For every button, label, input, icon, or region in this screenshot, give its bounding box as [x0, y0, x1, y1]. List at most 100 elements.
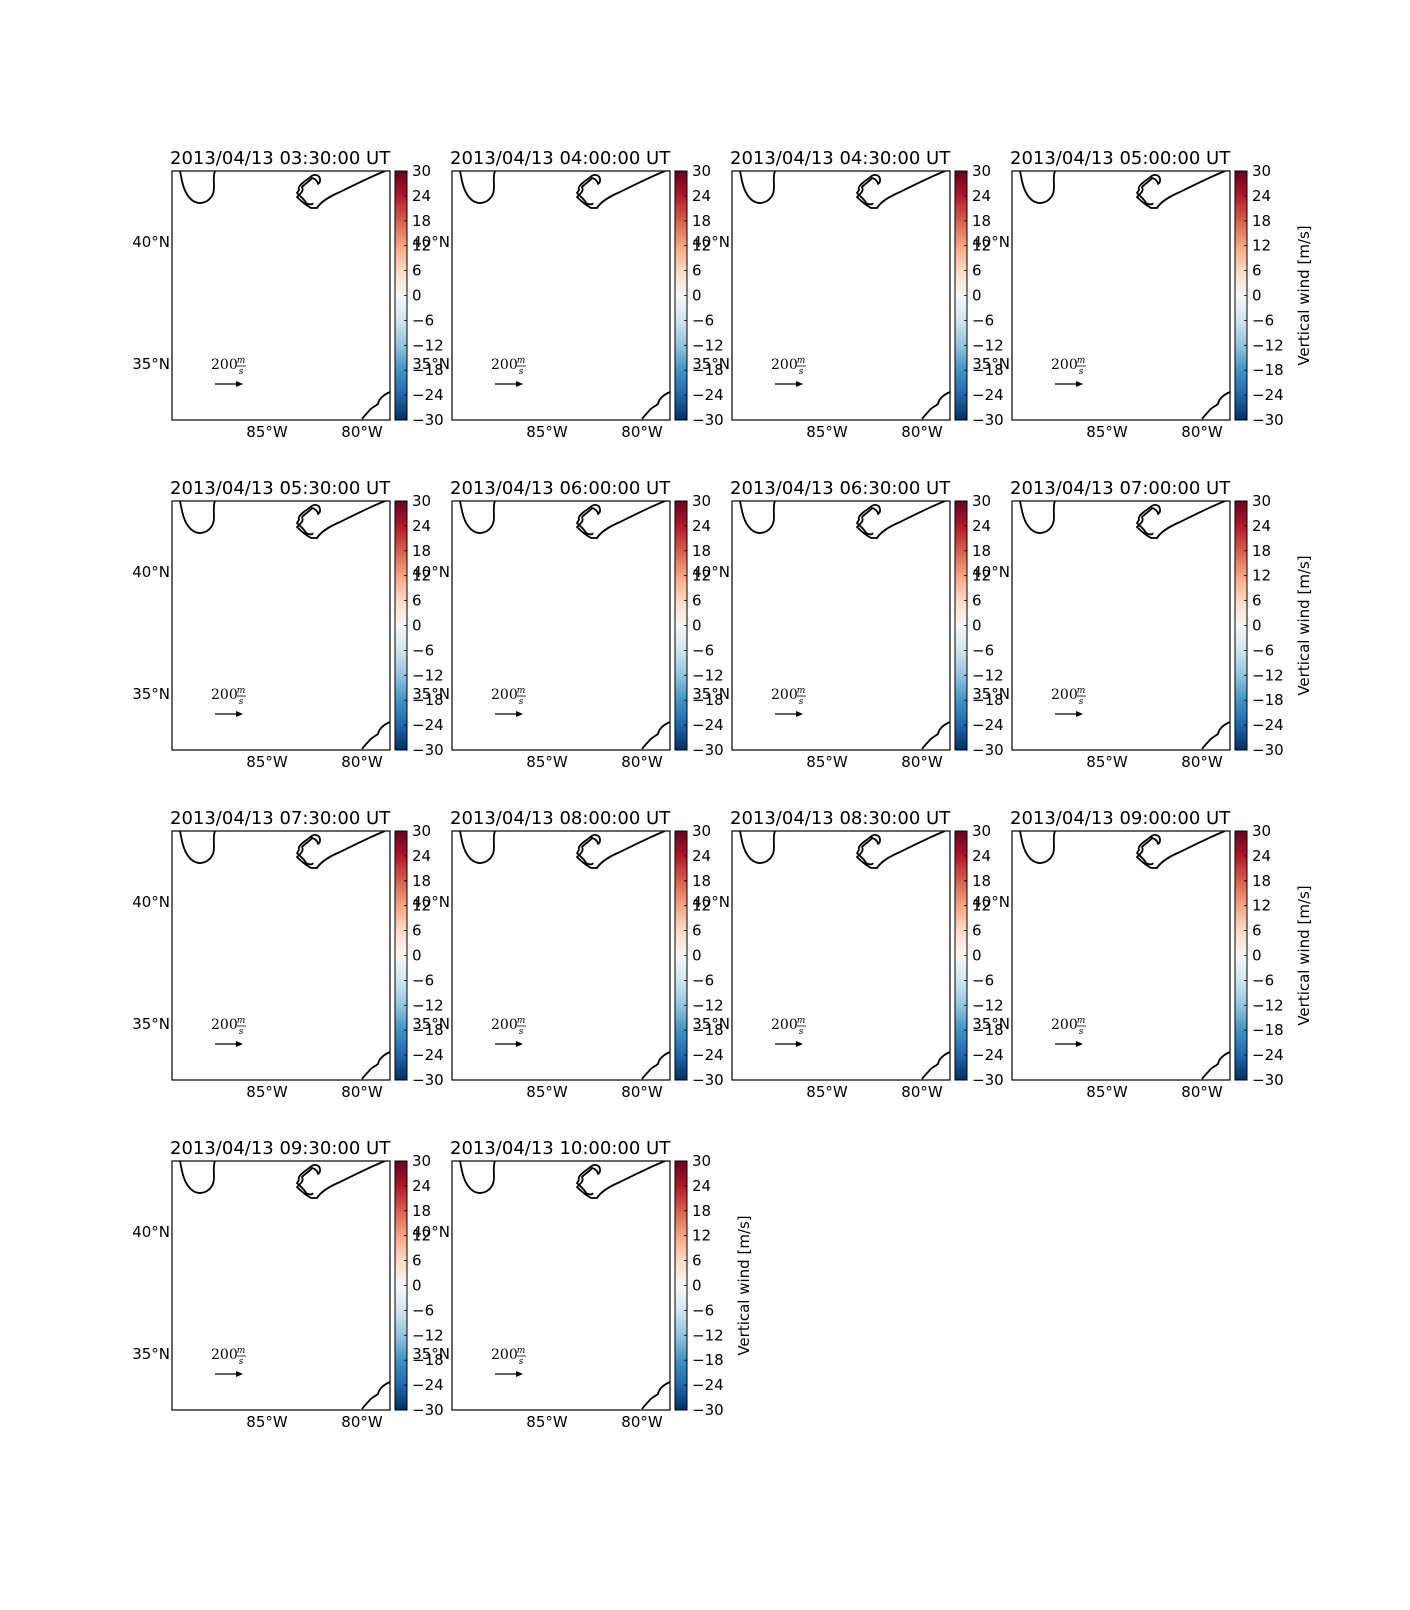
coastline-atlantic — [361, 1381, 390, 1410]
colorbar-tick-label: 30 — [692, 492, 711, 510]
quiver-key-arrowhead — [796, 1041, 803, 1047]
coastlines — [179, 501, 390, 750]
colorbar-tick-label: 12 — [412, 897, 431, 915]
lon-label: 80°W — [341, 1083, 383, 1101]
quiver-key-unit-den: s — [1079, 367, 1084, 377]
lon-label: 85°W — [806, 1083, 848, 1101]
quiver-key-arrowhead — [516, 1371, 523, 1377]
colorbar-tick-label: −12 — [692, 1326, 724, 1344]
lat-label: 40°N — [692, 893, 730, 911]
lon-label: 85°W — [246, 753, 288, 771]
colorbar-tick-label: 12 — [412, 237, 431, 255]
colorbar-tick-label: 24 — [972, 517, 991, 535]
panel-title: 2013/04/13 04:00:00 UT — [450, 148, 671, 169]
map-frame — [171, 1160, 391, 1411]
map-panel: 2013/04/13 07:00:00 UT 40°N 35°N 85°W 80°W 20… — [972, 478, 1313, 771]
map-frame — [171, 170, 391, 421]
colorbar-tick-label: −6 — [972, 641, 994, 659]
lon-label: 80°W — [621, 1083, 663, 1101]
lon-label: 80°W — [341, 1413, 383, 1431]
lat-label: 35°N — [972, 355, 1010, 373]
colorbar-tick-label: −30 — [692, 1401, 724, 1419]
colorbar-tick-label: −18 — [692, 691, 724, 709]
coastline-lake-erie — [296, 501, 386, 539]
coastline-lake-erie — [296, 831, 386, 869]
colorbar-tick-label: −24 — [972, 1046, 1004, 1064]
colorbar-tick-label: −12 — [412, 336, 444, 354]
coastline-lake-erie — [856, 501, 946, 539]
quiver-key-unit-num: m — [797, 686, 806, 696]
colorbar-tick-label: −18 — [972, 1021, 1004, 1039]
coastline-atlantic — [641, 1051, 670, 1080]
colorbar-tick-label: 18 — [972, 542, 991, 560]
colorbar-tick-label: 12 — [972, 237, 991, 255]
colorbar-tick-label: −24 — [1252, 716, 1284, 734]
colorbar-tick-label: 24 — [412, 517, 431, 535]
colorbar-tick-label: 18 — [412, 1202, 431, 1220]
map-frame — [451, 170, 671, 421]
quiver-key-value: 200 — [211, 357, 238, 373]
lon-label: 80°W — [901, 753, 943, 771]
coastline-atlantic — [921, 721, 950, 750]
lat-label: 40°N — [412, 1223, 450, 1241]
coastline-lake-michigan — [179, 501, 216, 534]
colorbar-tick-label: −18 — [692, 1021, 724, 1039]
lon-label: 85°W — [1086, 1083, 1128, 1101]
colorbar-tick-label: −18 — [692, 1351, 724, 1369]
panel-title: 2013/04/13 09:30:00 UT — [170, 1138, 391, 1159]
colorbar-tick-label: 18 — [692, 1202, 711, 1220]
lon-label: 80°W — [901, 1083, 943, 1101]
map-panel: 2013/04/13 09:30:00 UT 40°N 35°N 85°W 80°W 20… — [132, 1138, 473, 1431]
coastline-lake-erie — [576, 501, 666, 539]
coastline-atlantic — [361, 391, 390, 420]
colorbar-tick-label: 24 — [692, 1177, 711, 1195]
lat-label: 35°N — [692, 355, 730, 373]
panel-title: 2013/04/13 08:00:00 UT — [450, 808, 671, 829]
coastline-lake-michigan — [739, 501, 776, 534]
colorbar-tick-label: 30 — [692, 1152, 711, 1170]
colorbar-tick-label: 30 — [1252, 492, 1271, 510]
quiver-key-unit-den: s — [799, 367, 804, 377]
colorbar-tick-label: 0 — [692, 1277, 702, 1295]
colorbar-tick-label: −30 — [1252, 741, 1284, 759]
colorbar-tick-label: −12 — [692, 666, 724, 684]
colorbar-tick-label: 12 — [692, 237, 711, 255]
quiver-key-value: 200 — [771, 357, 798, 373]
panel-title: 2013/04/13 04:30:00 UT — [730, 148, 951, 169]
colorbar-tick-label: −24 — [972, 716, 1004, 734]
panel-title: 2013/04/13 06:00:00 UT — [450, 478, 671, 499]
quiver-key-arrowhead — [516, 1041, 523, 1047]
coastline-lake-michigan — [459, 1161, 496, 1194]
quiver-key-arrowhead — [236, 711, 243, 717]
colorbar-tick-label: −18 — [1252, 691, 1284, 709]
colorbar-tick-label: 30 — [972, 492, 991, 510]
quiver-key-unit-num: m — [797, 356, 806, 366]
colorbar-tick-label: −6 — [412, 1301, 434, 1319]
colorbar-tick-label: 24 — [692, 847, 711, 865]
lon-label: 85°W — [526, 1413, 568, 1431]
coastline-lake-erie — [296, 171, 386, 209]
colorbar-tick-label: 12 — [692, 567, 711, 585]
quiver-key-unit-num: m — [237, 1346, 246, 1356]
colorbar-tick-label: −12 — [972, 666, 1004, 684]
colorbar-tick-label: 24 — [692, 187, 711, 205]
map-frame — [171, 830, 391, 1081]
lat-label: 35°N — [412, 1015, 450, 1033]
colorbar-tick-label: 6 — [412, 592, 422, 610]
colorbar-tick-label: 18 — [692, 872, 711, 890]
lat-label: 40°N — [972, 563, 1010, 581]
coastlines — [739, 501, 950, 750]
map-panel: 2013/04/13 10:00:00 UT 40°N 35°N 85°W 80°W 20… — [412, 1138, 753, 1431]
quiver-key-unit-den: s — [239, 367, 244, 377]
colorbar-tick-label: 0 — [692, 287, 702, 305]
colorbar-tick-label: 6 — [412, 262, 422, 280]
colorbar-tick-label: 18 — [692, 212, 711, 230]
colorbar-tick-label: 30 — [692, 162, 711, 180]
colorbar-tick-label: 6 — [692, 922, 702, 940]
lat-label: 35°N — [692, 685, 730, 703]
coastlines — [179, 831, 390, 1080]
colorbar-tick-label: 0 — [412, 1277, 422, 1295]
quiver-key-unit-num: m — [237, 686, 246, 696]
